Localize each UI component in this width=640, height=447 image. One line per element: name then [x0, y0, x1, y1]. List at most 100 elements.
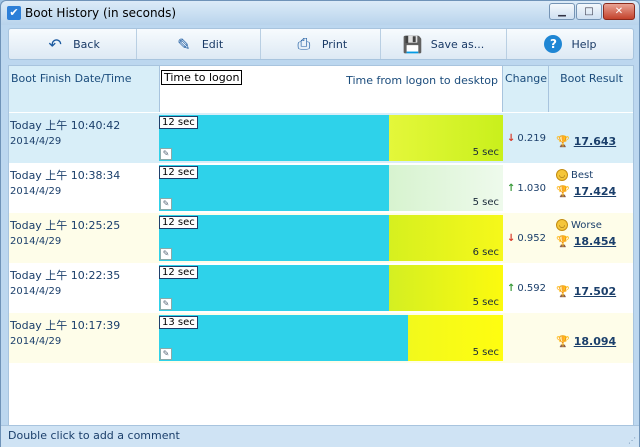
- change-cell: ↓ 0.219: [504, 113, 549, 163]
- desktop-time-label: 5 sec: [472, 297, 499, 308]
- boot-datetime-cell: Today 上午 10:25:25 2014/4/29: [9, 213, 158, 263]
- app-checkmark-icon: ✔: [7, 6, 21, 20]
- boot-timeline-bars: 12 sec ✎ 5 sec: [159, 265, 503, 311]
- change-cell: ↓ 0.952: [504, 213, 549, 263]
- printer-icon: ⎙: [297, 34, 311, 53]
- desktop-time-label: 5 sec: [472, 147, 499, 158]
- desktop-time-bar: 5 sec: [389, 165, 503, 211]
- smiley-icon: ◡: [556, 169, 568, 181]
- arrow-down-icon: ↓: [506, 132, 516, 144]
- table-row[interactable]: Today 上午 10:40:42 2014/4/29 12 sec ✎ 5 sec ↓ 0…: [9, 113, 633, 163]
- desktop-time-bar: 5 sec: [389, 115, 503, 161]
- logon-time-bar: 13 sec ✎: [159, 315, 408, 361]
- close-button[interactable]: ✕: [603, 3, 635, 20]
- desktop-time-label: 5 sec: [472, 347, 499, 358]
- boot-result-link[interactable]: 17.643: [573, 135, 617, 148]
- logon-time-bar: 12 sec ✎: [159, 115, 389, 161]
- result-badge-label: Best: [571, 169, 594, 181]
- table-row[interactable]: Today 上午 10:22:35 2014/4/29 12 sec ✎ 5 sec ↑ 0…: [9, 263, 633, 313]
- trophy-icon: 🏆: [556, 135, 570, 148]
- result-value-group: 🏆 17.424: [556, 185, 616, 198]
- result-value-group: 🏆 18.094: [556, 335, 616, 348]
- result-value-group: 🏆 17.502: [556, 285, 616, 298]
- smiley-icon: ◡: [556, 219, 568, 231]
- logon-time-bar: 12 sec ✎: [159, 215, 389, 261]
- boot-timeline-bars: 12 sec ✎ 5 sec: [159, 115, 503, 161]
- boot-datetime-cell: Today 上午 10:38:34 2014/4/29: [9, 163, 158, 213]
- desktop-time-label: 5 sec: [472, 197, 499, 208]
- boot-result-link[interactable]: 18.454: [573, 235, 617, 248]
- arrow-down-icon: ↓: [506, 232, 516, 244]
- header-time-to-logon: Time to logon: [161, 70, 243, 85]
- logon-time-label: 12 sec: [159, 116, 198, 129]
- boot-result-cell: ◡ Best 🏆 17.424: [550, 163, 633, 213]
- help-icon: ?: [543, 34, 563, 54]
- boot-result-link[interactable]: 17.424: [573, 185, 617, 198]
- header-boot-result: Boot Result: [560, 72, 623, 85]
- table-row[interactable]: Today 上午 10:17:39 2014/4/29 13 sec ✎ 5 sec 🏆 1…: [9, 313, 633, 363]
- logon-time-label: 12 sec: [159, 166, 198, 179]
- logon-time-label: 13 sec: [159, 316, 198, 329]
- resize-grip-icon[interactable]: ⋰: [628, 436, 636, 445]
- toolbar-button-label: Print: [321, 37, 348, 51]
- change-cell: ↑ 1.030: [504, 163, 549, 213]
- maximize-button[interactable]: □: [576, 3, 602, 20]
- boot-datetime-cell: Today 上午 10:40:42 2014/4/29: [9, 113, 158, 163]
- change-cell: ↑ 0.592: [504, 263, 549, 313]
- comment-edit-icon[interactable]: ✎: [160, 148, 172, 160]
- boot-result-cell: 🏆 17.502: [550, 263, 633, 313]
- logon-time-bar: 12 sec ✎: [159, 165, 389, 211]
- boot-date: 2014/4/29: [10, 136, 62, 147]
- edit-icon: ✎: [177, 34, 191, 54]
- result-value-group: 🏆 17.643: [556, 135, 616, 148]
- boot-datetime-cell: Today 上午 10:22:35 2014/4/29: [9, 263, 158, 313]
- boot-result-link[interactable]: 18.094: [573, 335, 617, 348]
- desktop-time-bar: 5 sec: [408, 315, 503, 361]
- boot-timeline-bars: 12 sec ✎ 6 sec: [159, 215, 503, 261]
- toolbar-back-button[interactable]: ↶ Back: [9, 29, 137, 59]
- header-timeline: Time to logon Time from logon to desktop: [159, 66, 503, 112]
- toolbar-button-label: Help: [571, 37, 597, 51]
- table-row[interactable]: Today 上午 10:25:25 2014/4/29 12 sec ✎ 6 sec ↓ 0…: [9, 213, 633, 263]
- desktop-time-bar: 6 sec: [389, 215, 503, 261]
- result-badge-label: Worse: [571, 219, 602, 231]
- boot-result-link[interactable]: 17.502: [573, 285, 617, 298]
- floppy-disk-icon: 💾: [402, 34, 423, 54]
- comment-edit-icon[interactable]: ✎: [160, 198, 172, 210]
- table-row[interactable]: Today 上午 10:38:34 2014/4/29 12 sec ✎ 5 sec ↑ 1…: [9, 163, 633, 213]
- boot-time: Today 上午 10:25:25: [10, 219, 121, 232]
- boot-time: Today 上午 10:38:34: [10, 169, 121, 182]
- boot-timeline-bars: 12 sec ✎ 5 sec: [159, 165, 503, 211]
- trophy-icon: 🏆: [556, 185, 570, 198]
- minimize-button[interactable]: ▁: [549, 3, 575, 20]
- toolbar-print-button[interactable]: ⎙ Print: [261, 29, 381, 59]
- boot-date: 2014/4/29: [10, 286, 62, 297]
- boot-date: 2014/4/29: [10, 236, 62, 247]
- comment-edit-icon[interactable]: ✎: [160, 248, 172, 260]
- toolbar-button-label: Save as...: [430, 37, 485, 51]
- toolbar-button-label: Edit: [201, 37, 224, 51]
- boot-time: Today 上午 10:17:39: [10, 319, 121, 332]
- result-badge: ◡ Best: [556, 169, 593, 181]
- boot-date: 2014/4/29: [10, 336, 62, 347]
- logon-time-label: 12 sec: [159, 266, 198, 279]
- change-cell: [504, 313, 549, 363]
- arrow-up-icon: ↑: [506, 182, 516, 194]
- toolbar-save-as-button[interactable]: 💾 Save as...: [381, 29, 507, 59]
- boot-date: 2014/4/29: [10, 186, 62, 197]
- toolbar-button-label: Back: [73, 37, 100, 51]
- boot-history-table: Boot Finish Date/Time Time to logon Time…: [8, 65, 634, 426]
- result-value-group: 🏆 18.454: [556, 235, 616, 248]
- boot-timeline-bars: 13 sec ✎ 5 sec: [159, 315, 503, 361]
- title-bar[interactable]: ✔ Boot History (in seconds) ▁ □ ✕: [1, 1, 639, 25]
- result-badge: ◡ Worse: [556, 219, 602, 231]
- boot-time: Today 上午 10:40:42: [10, 119, 121, 132]
- toolbar-help-button[interactable]: ? Help: [507, 29, 633, 59]
- boot-result-cell: 🏆 18.094: [550, 313, 633, 363]
- window-title: Boot History (in seconds): [25, 6, 177, 20]
- comment-edit-icon[interactable]: ✎: [160, 348, 172, 360]
- comment-edit-icon[interactable]: ✎: [160, 298, 172, 310]
- toolbar-edit-button[interactable]: ✎ Edit: [137, 29, 261, 59]
- change-value: 1.030: [517, 182, 547, 194]
- trophy-icon: 🏆: [556, 285, 570, 298]
